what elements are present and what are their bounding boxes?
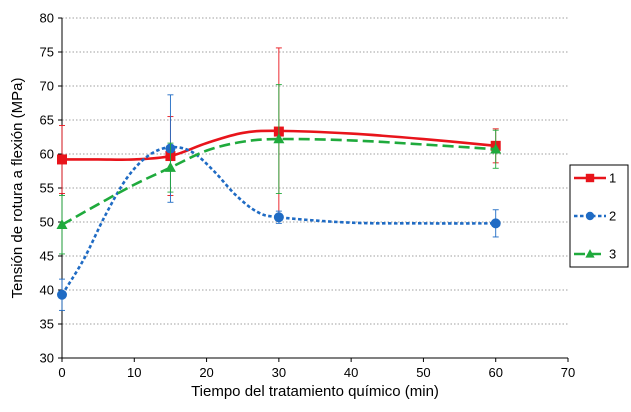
series-line bbox=[60, 145, 496, 296]
y-tick-label: 65 bbox=[40, 113, 54, 128]
data-point bbox=[585, 249, 595, 258]
x-tick-label: 0 bbox=[58, 365, 65, 380]
series-line bbox=[62, 129, 496, 161]
x-tick-label: 20 bbox=[199, 365, 213, 380]
data-point bbox=[57, 154, 67, 165]
y-tick-label: 75 bbox=[40, 45, 54, 60]
x-tick-label: 10 bbox=[127, 365, 141, 380]
y-tick-label: 80 bbox=[40, 11, 54, 26]
y-tick-label: 45 bbox=[40, 249, 54, 264]
axes bbox=[58, 17, 569, 362]
legend: 1 2 3 bbox=[569, 164, 629, 268]
data-point bbox=[56, 218, 68, 229]
legend-entry-1: 1 bbox=[574, 171, 616, 186]
series-group bbox=[56, 47, 502, 311]
x-tick-label: 30 bbox=[272, 365, 286, 380]
data-point bbox=[490, 143, 502, 154]
gridlines bbox=[62, 17, 568, 325]
legend-entry-3: 3 bbox=[574, 247, 616, 262]
y-axis-title: Tensión de rotura a flexión (MPa) bbox=[9, 78, 26, 299]
data-point bbox=[164, 161, 176, 172]
y-tick-label: 60 bbox=[40, 147, 54, 162]
x-tick-label: 40 bbox=[344, 365, 358, 380]
legend-label: 2 bbox=[609, 209, 616, 224]
data-point bbox=[585, 211, 595, 221]
data-point bbox=[490, 218, 501, 229]
y-tick-label: 35 bbox=[40, 317, 54, 332]
data-point bbox=[585, 173, 595, 183]
legend-label: 3 bbox=[609, 247, 616, 262]
series-line bbox=[61, 137, 496, 226]
x-tick-label: 50 bbox=[416, 365, 430, 380]
data-point bbox=[273, 133, 285, 144]
legend-label: 1 bbox=[609, 171, 616, 186]
y-tick-label: 55 bbox=[40, 181, 54, 196]
tick-labels: 30 35 40 45 50 55 60 65 70 75 80 0 10 20 30 40 50 60 70 bbox=[40, 11, 576, 381]
series-3 bbox=[56, 84, 502, 255]
data-point bbox=[273, 212, 284, 223]
legend-entry-2: 2 bbox=[574, 209, 616, 224]
x-tick-label: 70 bbox=[561, 365, 575, 380]
x-tick-label: 60 bbox=[488, 365, 502, 380]
y-tick-label: 70 bbox=[40, 79, 54, 94]
y-tick-label: 30 bbox=[40, 351, 54, 366]
data-point bbox=[57, 289, 67, 300]
y-tick-label: 50 bbox=[40, 215, 54, 230]
y-tick-label: 40 bbox=[40, 283, 54, 298]
x-axis-title: Tiempo del tratamiento químico (min) bbox=[191, 383, 439, 400]
